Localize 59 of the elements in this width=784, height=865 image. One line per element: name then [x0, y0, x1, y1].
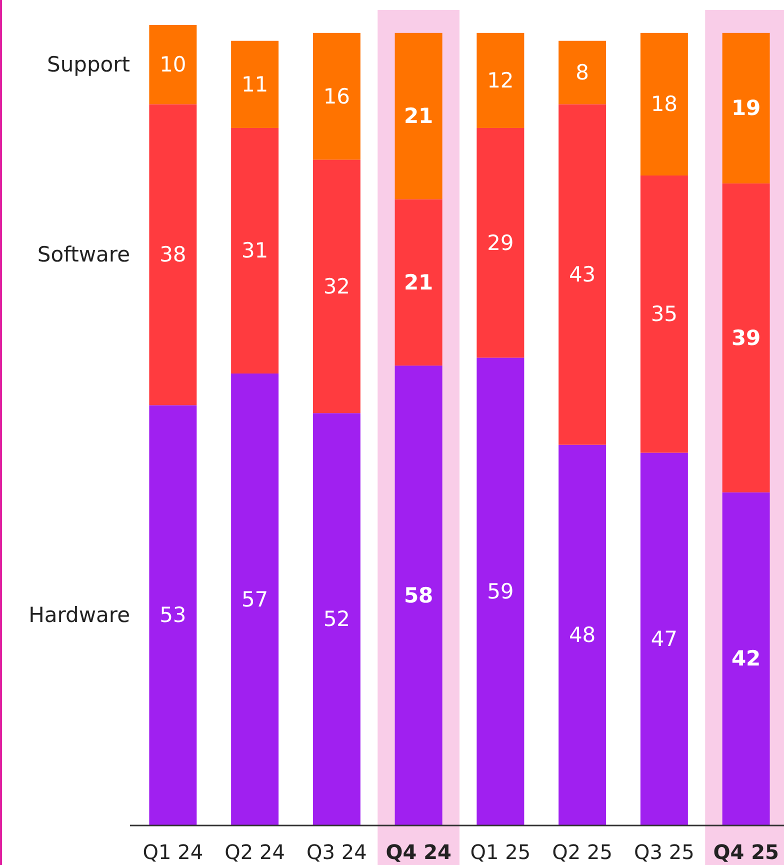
bar [149, 405, 197, 825]
series-label: Software [37, 242, 130, 267]
bar [394, 32, 442, 200]
data-label: 12 [487, 68, 514, 92]
data-label: 42 [731, 646, 761, 671]
x-tick-label: Q4 24 [386, 840, 452, 864]
x-tick-label: Q4 25 [713, 840, 779, 864]
bar [394, 199, 442, 366]
data-label: 21 [404, 270, 434, 294]
data-label: 38 [160, 242, 186, 267]
data-label: 31 [241, 238, 268, 263]
x-tick-label: Q1 24 [142, 840, 204, 864]
data-label: 47 [650, 626, 678, 651]
bar [312, 160, 360, 414]
data-label: 59 [487, 579, 514, 604]
data-label: 52 [323, 607, 350, 632]
data-label: 48 [568, 622, 596, 647]
bar [231, 128, 279, 374]
bar [231, 374, 279, 825]
bar [722, 32, 770, 184]
data-label: 53 [160, 603, 186, 628]
series-label: Hardware [28, 603, 130, 628]
bar [558, 40, 606, 104]
data-label: 11 [241, 72, 268, 96]
data-label: 32 [323, 274, 350, 298]
bar [312, 413, 360, 825]
bar [476, 358, 524, 825]
x-tick-label: Q2 24 [224, 840, 285, 864]
data-label: 16 [323, 84, 350, 108]
bar [558, 444, 606, 825]
data-label: 29 [487, 230, 514, 255]
bar [558, 104, 606, 445]
bar [476, 128, 524, 358]
series-label: Support [46, 52, 130, 77]
data-label: 10 [160, 52, 186, 77]
x-tick-label: Q1 25 [470, 840, 531, 864]
data-label: 8 [576, 60, 589, 85]
data-label: 43 [568, 262, 596, 287]
data-label: 57 [241, 587, 268, 612]
bar [394, 366, 442, 825]
bar [640, 32, 688, 176]
x-tick-label: Q3 24 [306, 840, 367, 864]
data-label: 39 [731, 326, 761, 350]
bar [640, 452, 688, 825]
bar [722, 492, 770, 825]
data-label: 35 [650, 302, 678, 326]
bar [231, 40, 279, 128]
bar [476, 32, 524, 128]
bar [722, 183, 770, 492]
bar [640, 175, 688, 453]
data-label: 18 [650, 92, 678, 116]
bar [312, 32, 360, 160]
bar [149, 104, 197, 406]
x-tick-label: Q3 25 [634, 840, 694, 864]
x-tick-label: Q2 25 [552, 840, 612, 864]
data-label: 21 [404, 104, 434, 128]
data-label: 19 [731, 96, 761, 120]
bar [149, 25, 197, 104]
data-label: 58 [404, 583, 434, 608]
